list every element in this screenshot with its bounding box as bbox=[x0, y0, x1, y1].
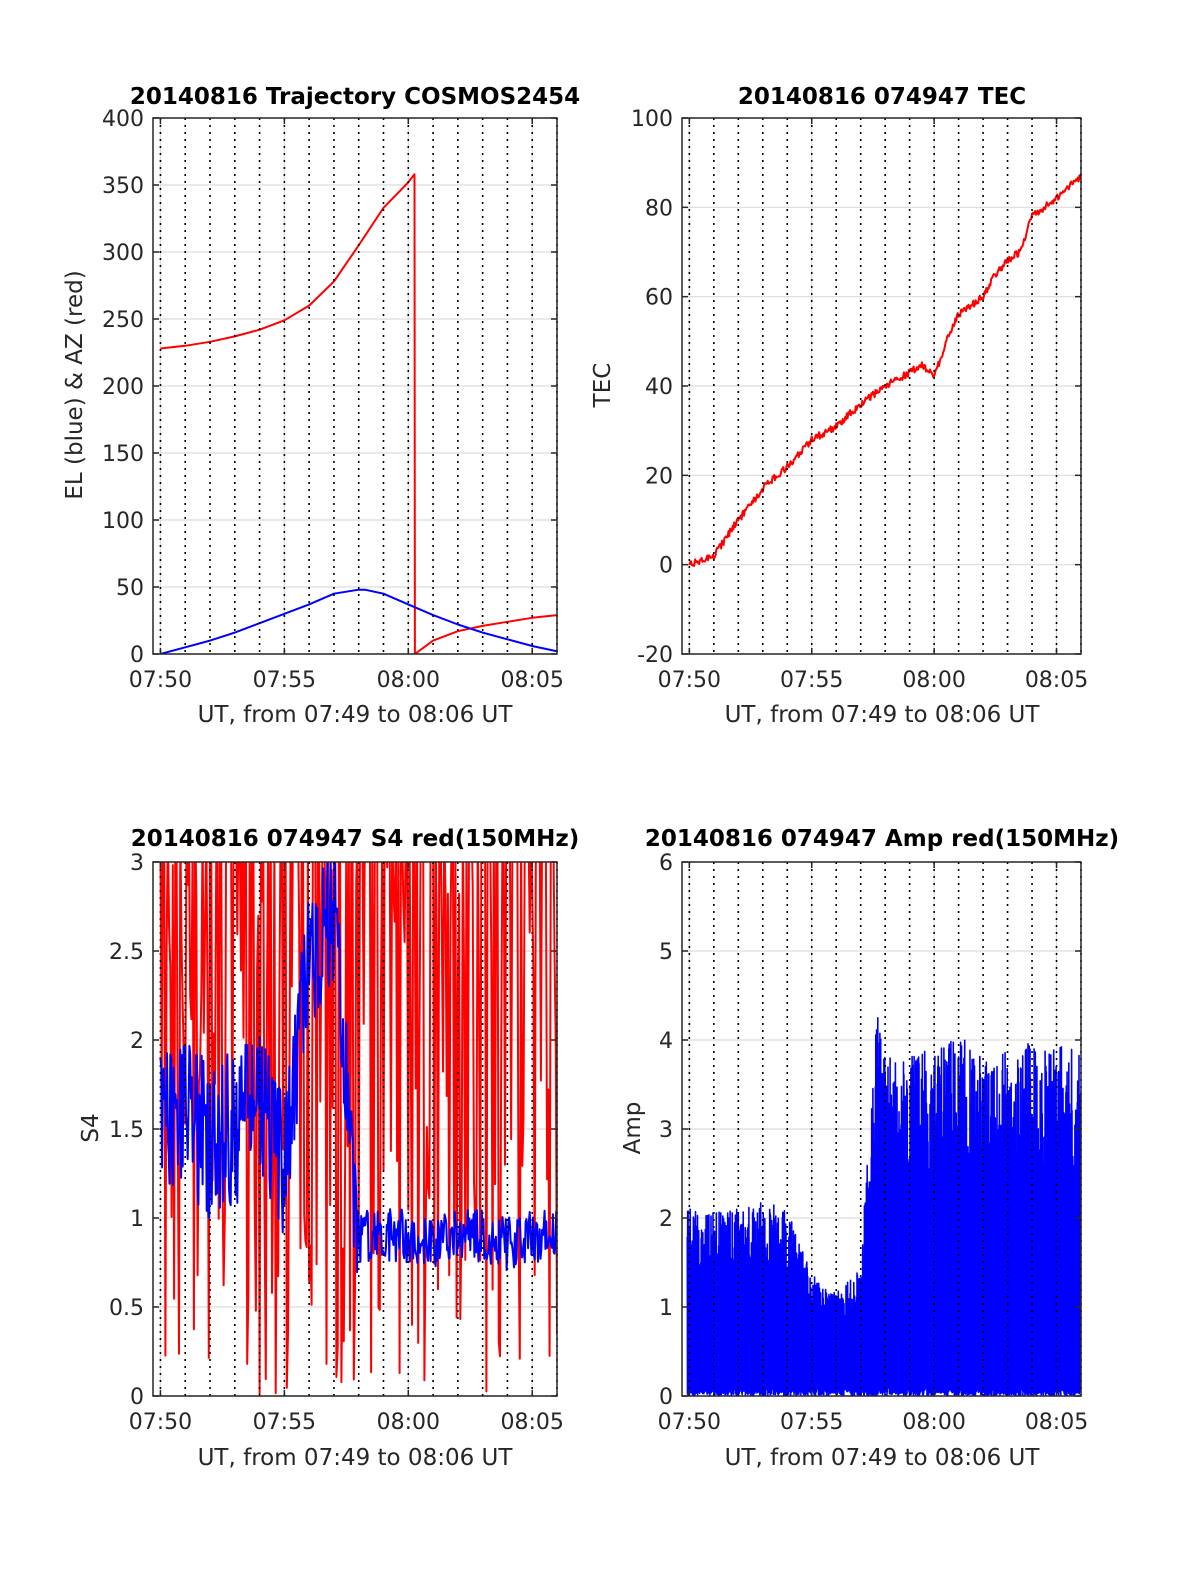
panel-amp: 20140816 074947 Amp red(150MHz) UT, from… bbox=[620, 826, 1119, 1471]
y-tick-label: 20 bbox=[645, 464, 673, 489]
y-tick-label: 400 bbox=[102, 107, 144, 132]
y-tick-label: 40 bbox=[645, 375, 673, 400]
y-axis-label: TEC bbox=[590, 363, 616, 409]
x-tick-label: 08:00 bbox=[902, 668, 965, 693]
x-tick-label: 08:00 bbox=[377, 1410, 440, 1435]
panel-trajectory: 20140816 Trajectory COSMOS2454 UT, from … bbox=[62, 84, 580, 728]
y-tick-label: 2 bbox=[659, 1207, 673, 1232]
y-tick-label: 2.5 bbox=[109, 940, 144, 965]
y-tick-label: 5 bbox=[659, 940, 673, 965]
y-tick-label: 250 bbox=[102, 308, 144, 333]
y-tick-label: 300 bbox=[102, 241, 144, 266]
x-tick-label: 07:50 bbox=[658, 1410, 721, 1435]
y-tick-label: 100 bbox=[102, 509, 144, 534]
x-tick-label: 07:50 bbox=[129, 668, 192, 693]
chart-title: 20140816 Trajectory COSMOS2454 bbox=[130, 84, 580, 110]
x-tick-label: 07:55 bbox=[253, 1410, 316, 1435]
y-tick-label: 0 bbox=[659, 1385, 673, 1410]
y-tick-label: 1.5 bbox=[109, 1118, 144, 1143]
chart-title: 20140816 074947 Amp red(150MHz) bbox=[645, 826, 1119, 852]
y-tick-label: 100 bbox=[631, 107, 673, 132]
y-axis-label: EL (blue) & AZ (red) bbox=[62, 270, 88, 499]
x-axis-label: UT, from 07:49 to 08:06 UT bbox=[725, 1445, 1041, 1471]
panel-s4: 20140816 074947 S4 red(150MHz) UT, from … bbox=[78, 826, 579, 1471]
y-tick-label: 60 bbox=[645, 286, 673, 311]
panel-tec: 20140816 074947 TEC UT, from 07:49 to 08… bbox=[590, 84, 1088, 728]
y-tick-label: 200 bbox=[102, 375, 144, 400]
x-tick-label: 08:05 bbox=[1025, 668, 1088, 693]
x-tick-label: 08:05 bbox=[501, 1410, 564, 1435]
y-tick-label: 80 bbox=[645, 196, 673, 221]
x-tick-label: 07:50 bbox=[129, 1410, 192, 1435]
x-tick-label: 08:05 bbox=[501, 668, 564, 693]
y-axis-label: Amp bbox=[620, 1102, 646, 1155]
y-tick-label: 0 bbox=[659, 554, 673, 579]
x-tick-label: 08:00 bbox=[902, 1410, 965, 1435]
y-tick-label: 50 bbox=[116, 576, 144, 601]
y-tick-label: 350 bbox=[102, 174, 144, 199]
x-axis-label: UT, from 07:49 to 08:06 UT bbox=[198, 1445, 514, 1471]
y-tick-label: 0 bbox=[130, 1385, 144, 1410]
x-tick-label: 07:50 bbox=[658, 668, 721, 693]
y-tick-label: 2 bbox=[130, 1029, 144, 1054]
y-tick-label: 3 bbox=[659, 1118, 673, 1143]
y-tick-label: 4 bbox=[659, 1029, 673, 1054]
y-axis-label: S4 bbox=[78, 1113, 104, 1142]
y-tick-label: 150 bbox=[102, 442, 144, 467]
x-tick-label: 08:00 bbox=[377, 668, 440, 693]
y-tick-label: 0.5 bbox=[109, 1296, 144, 1321]
x-tick-label: 07:55 bbox=[780, 1410, 843, 1435]
x-tick-label: 07:55 bbox=[253, 668, 316, 693]
y-tick-label: 0 bbox=[130, 643, 144, 668]
x-tick-label: 07:55 bbox=[780, 668, 843, 693]
y-tick-label: 3 bbox=[130, 851, 144, 876]
x-axis-label: UT, from 07:49 to 08:06 UT bbox=[198, 702, 514, 728]
chart-title: 20140816 074947 TEC bbox=[738, 84, 1026, 110]
chart-title: 20140816 074947 S4 red(150MHz) bbox=[131, 826, 580, 852]
x-tick-label: 08:05 bbox=[1025, 1410, 1088, 1435]
x-axis-label: UT, from 07:49 to 08:06 UT bbox=[725, 702, 1041, 728]
series-line-0 bbox=[686, 1017, 1081, 1396]
y-tick-label: -20 bbox=[637, 643, 673, 668]
y-tick-label: 6 bbox=[659, 851, 673, 876]
series-line-1 bbox=[160, 588, 557, 654]
y-tick-label: 1 bbox=[130, 1207, 144, 1232]
y-tick-label: 1 bbox=[659, 1296, 673, 1321]
